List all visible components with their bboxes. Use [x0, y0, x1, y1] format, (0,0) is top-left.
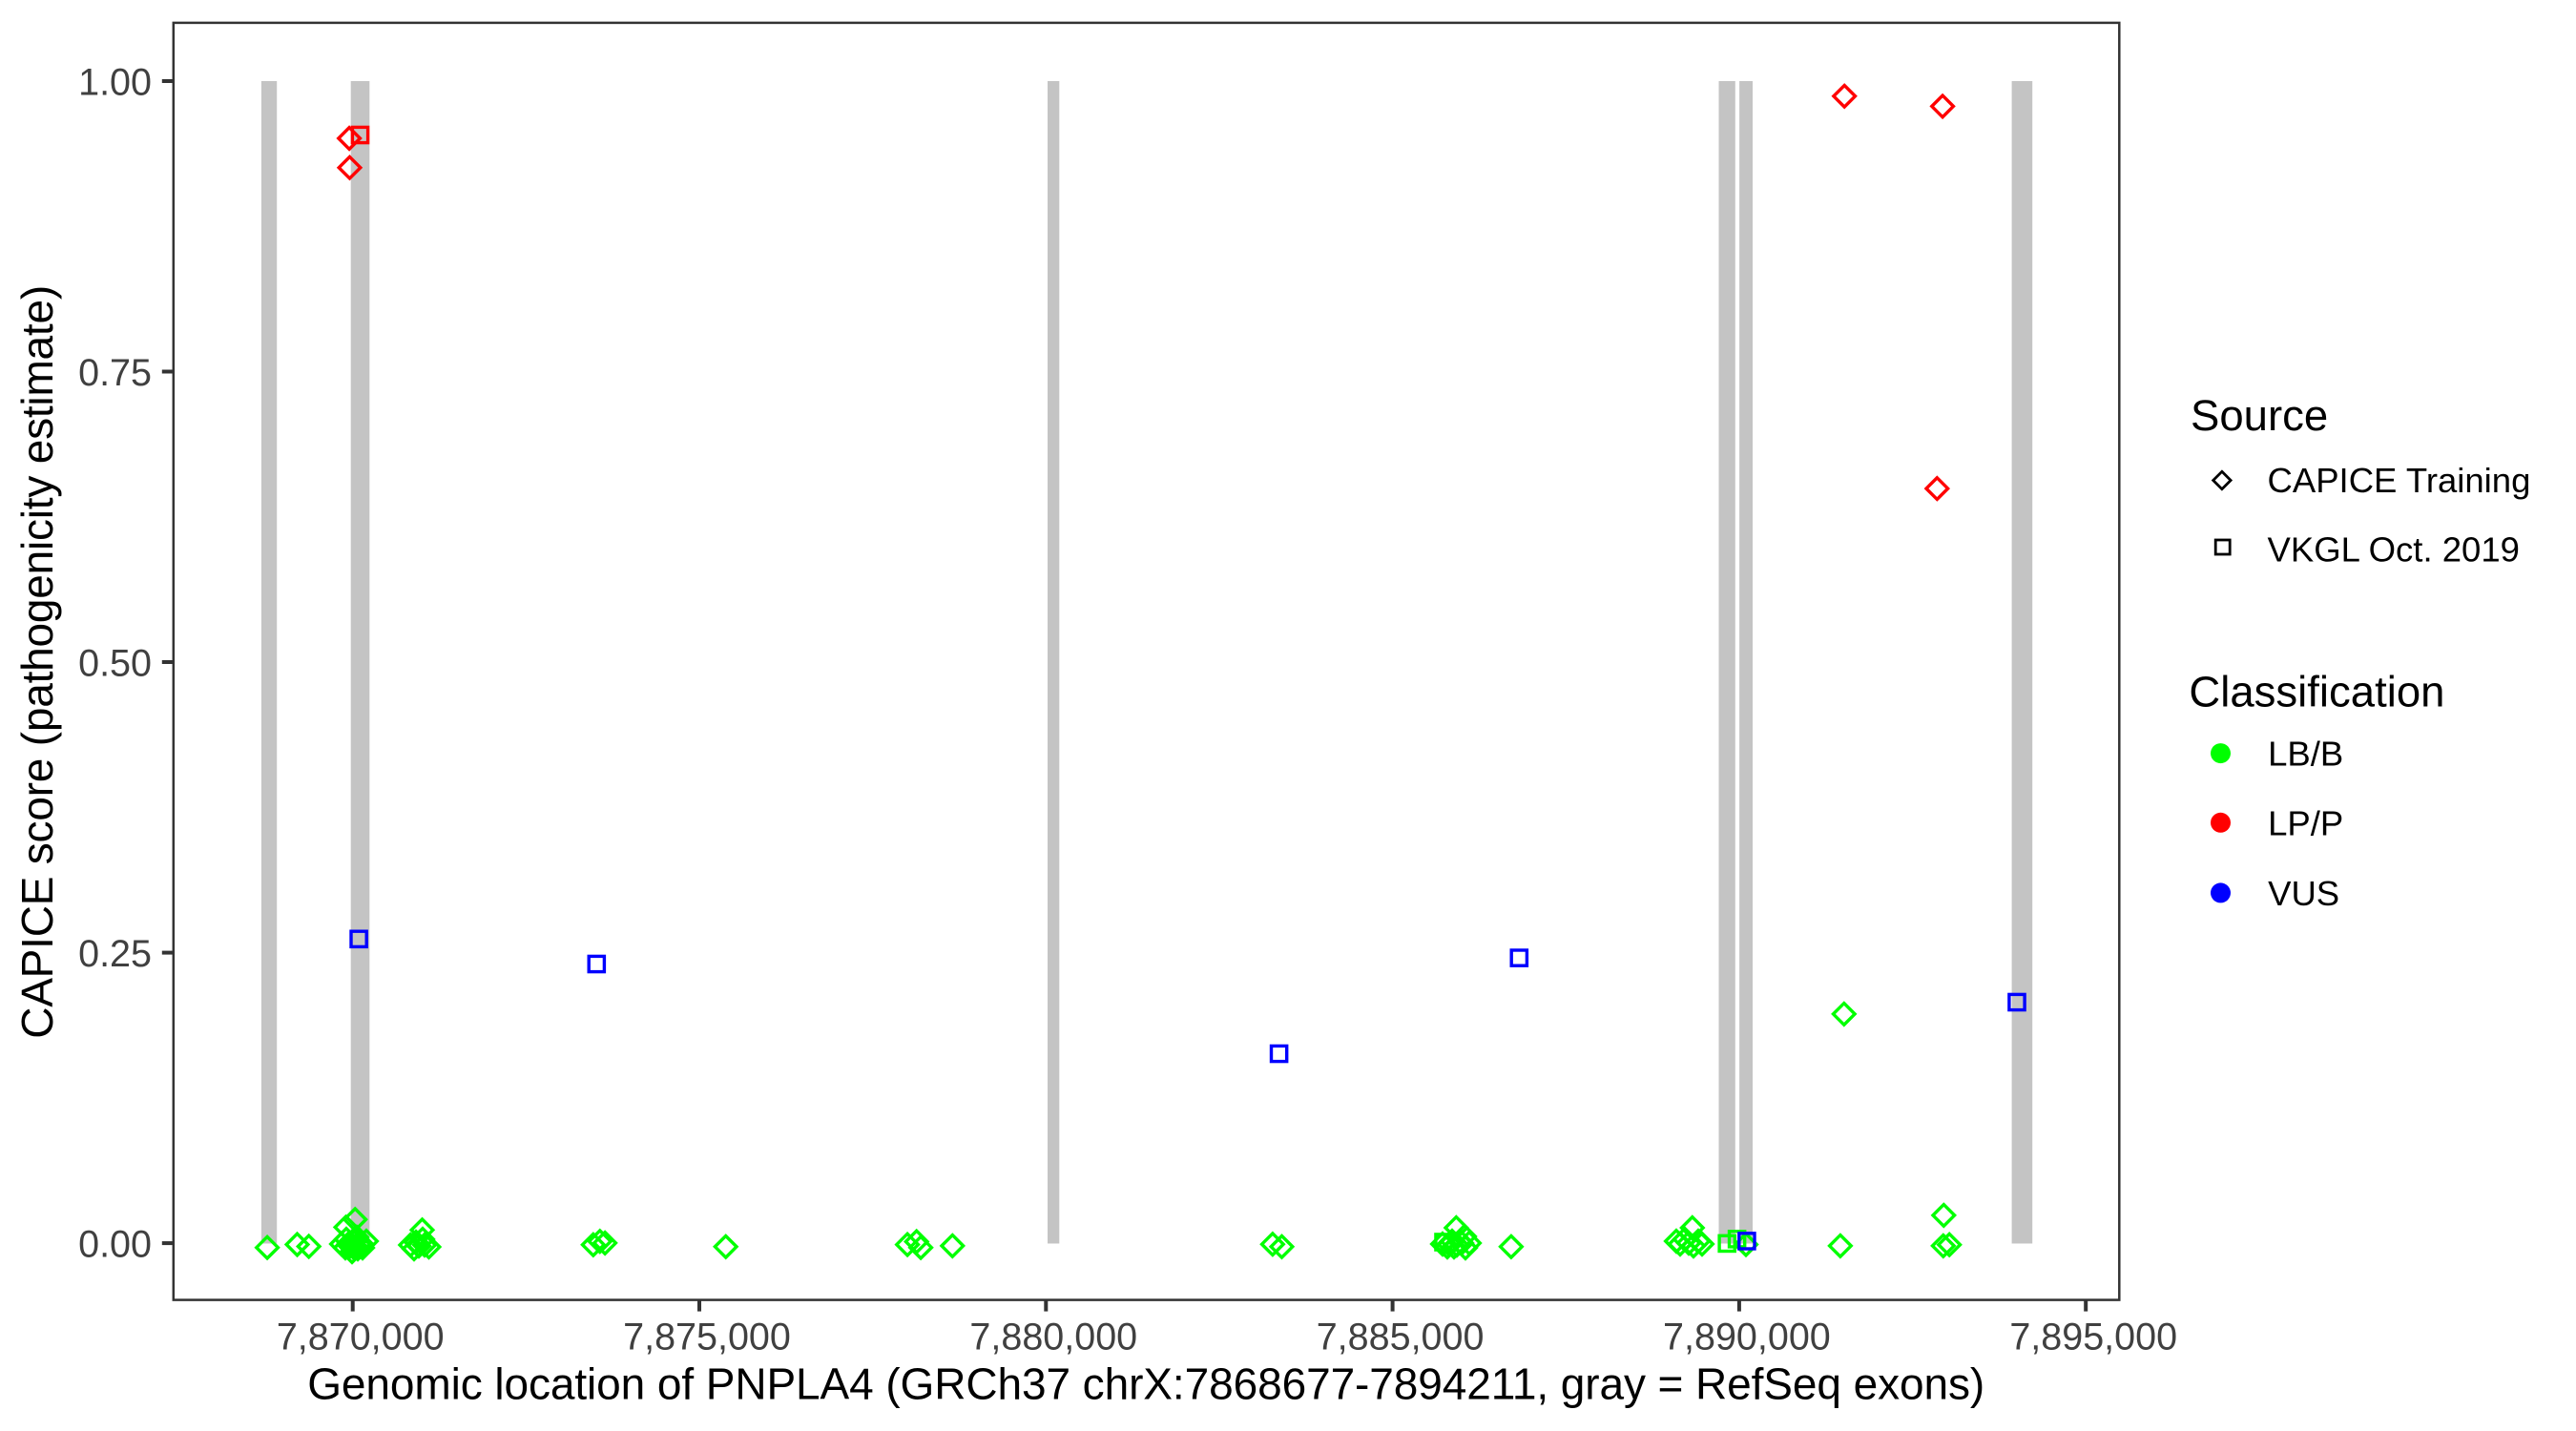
svg-text:0.50: 0.50: [78, 642, 152, 684]
svg-text:LB/B: LB/B: [2268, 735, 2343, 774]
svg-text:7,880,000: 7,880,000: [969, 1316, 1137, 1358]
svg-text:7,875,000: 7,875,000: [623, 1316, 791, 1358]
svg-text:Genomic location of PNPLA4 (GR: Genomic location of PNPLA4 (GRCh37 chrX:…: [307, 1359, 1984, 1409]
svg-text:Classification: Classification: [2189, 667, 2444, 716]
svg-text:7,890,000: 7,890,000: [1663, 1316, 1831, 1358]
svg-text:1.00: 1.00: [78, 61, 152, 103]
svg-text:VKGL Oct. 2019: VKGL Oct. 2019: [2268, 530, 2520, 570]
svg-text:7,885,000: 7,885,000: [1317, 1316, 1485, 1358]
svg-text:7,870,000: 7,870,000: [277, 1316, 445, 1358]
svg-text:VUS: VUS: [2268, 874, 2339, 913]
svg-text:0.25: 0.25: [78, 933, 152, 975]
svg-text:CAPICE Training: CAPICE Training: [2268, 461, 2531, 500]
svg-text:0.00: 0.00: [78, 1224, 152, 1266]
svg-text:Source: Source: [2191, 391, 2328, 440]
svg-text:7,895,000: 7,895,000: [2009, 1316, 2177, 1358]
svg-text:LP/P: LP/P: [2268, 803, 2343, 842]
svg-text:CAPICE score (pathogenicity es: CAPICE score (pathogenicity estimate): [12, 285, 62, 1039]
svg-text:0.75: 0.75: [78, 352, 152, 394]
